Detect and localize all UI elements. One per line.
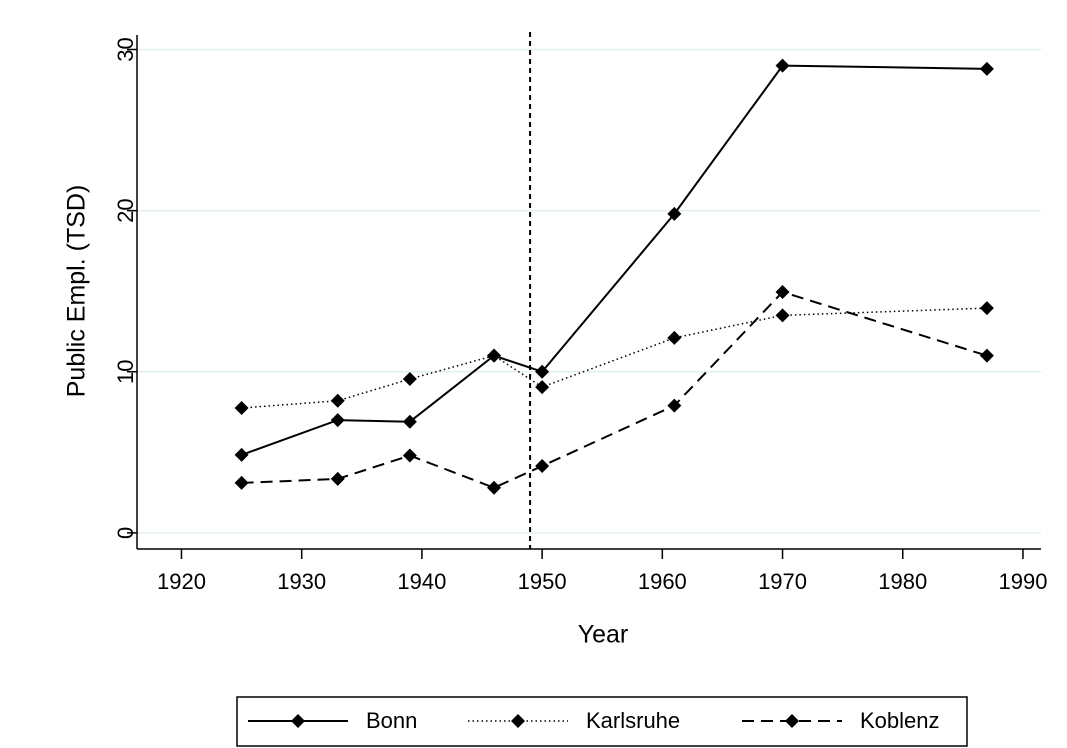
series-line (241, 290, 988, 489)
marker (775, 308, 790, 323)
marker (234, 475, 249, 490)
x-tick-label: 1970 (758, 569, 807, 594)
marker (330, 413, 345, 428)
series-line (241, 64, 987, 456)
marker (667, 398, 682, 413)
marker (330, 471, 345, 486)
marker (979, 61, 994, 76)
legend-label: Koblenz (860, 708, 940, 733)
x-tick-label: 1960 (638, 569, 687, 594)
marker (667, 206, 682, 221)
legend-marker (785, 714, 799, 728)
series-line (241, 307, 987, 409)
marker (234, 401, 249, 416)
marker (535, 459, 550, 474)
y-axis-label: Public Empl. (TSD) (63, 185, 91, 398)
legend-label: Karlsruhe (586, 708, 680, 733)
legend-marker (291, 714, 305, 728)
marker (234, 447, 249, 462)
marker (667, 330, 682, 345)
marker (775, 285, 790, 299)
x-tick-label: 1930 (277, 569, 326, 594)
marker (979, 301, 994, 316)
marker (402, 414, 417, 429)
legend-box (236, 696, 968, 747)
marker (487, 480, 502, 495)
x-axis-label: Year (578, 621, 629, 649)
marker (535, 364, 550, 379)
x-tick-label: 1920 (157, 569, 206, 594)
y-tick-label: 0 (113, 527, 138, 539)
x-tick-label: 1950 (518, 569, 567, 594)
x-tick-label: 1940 (397, 569, 446, 594)
marker (535, 380, 550, 395)
legend-marker (511, 714, 525, 728)
marker (402, 448, 417, 463)
marker (402, 372, 417, 387)
marker (330, 393, 345, 408)
y-tick-label: 20 (113, 198, 138, 222)
marker (979, 348, 994, 363)
marker (487, 348, 502, 363)
y-tick-label: 30 (113, 37, 138, 61)
y-tick-label: 10 (113, 360, 138, 384)
marker (775, 58, 790, 73)
legend-label: Bonn (366, 708, 417, 733)
x-tick-label: 1990 (998, 569, 1047, 594)
x-tick-label: 1980 (878, 569, 927, 594)
